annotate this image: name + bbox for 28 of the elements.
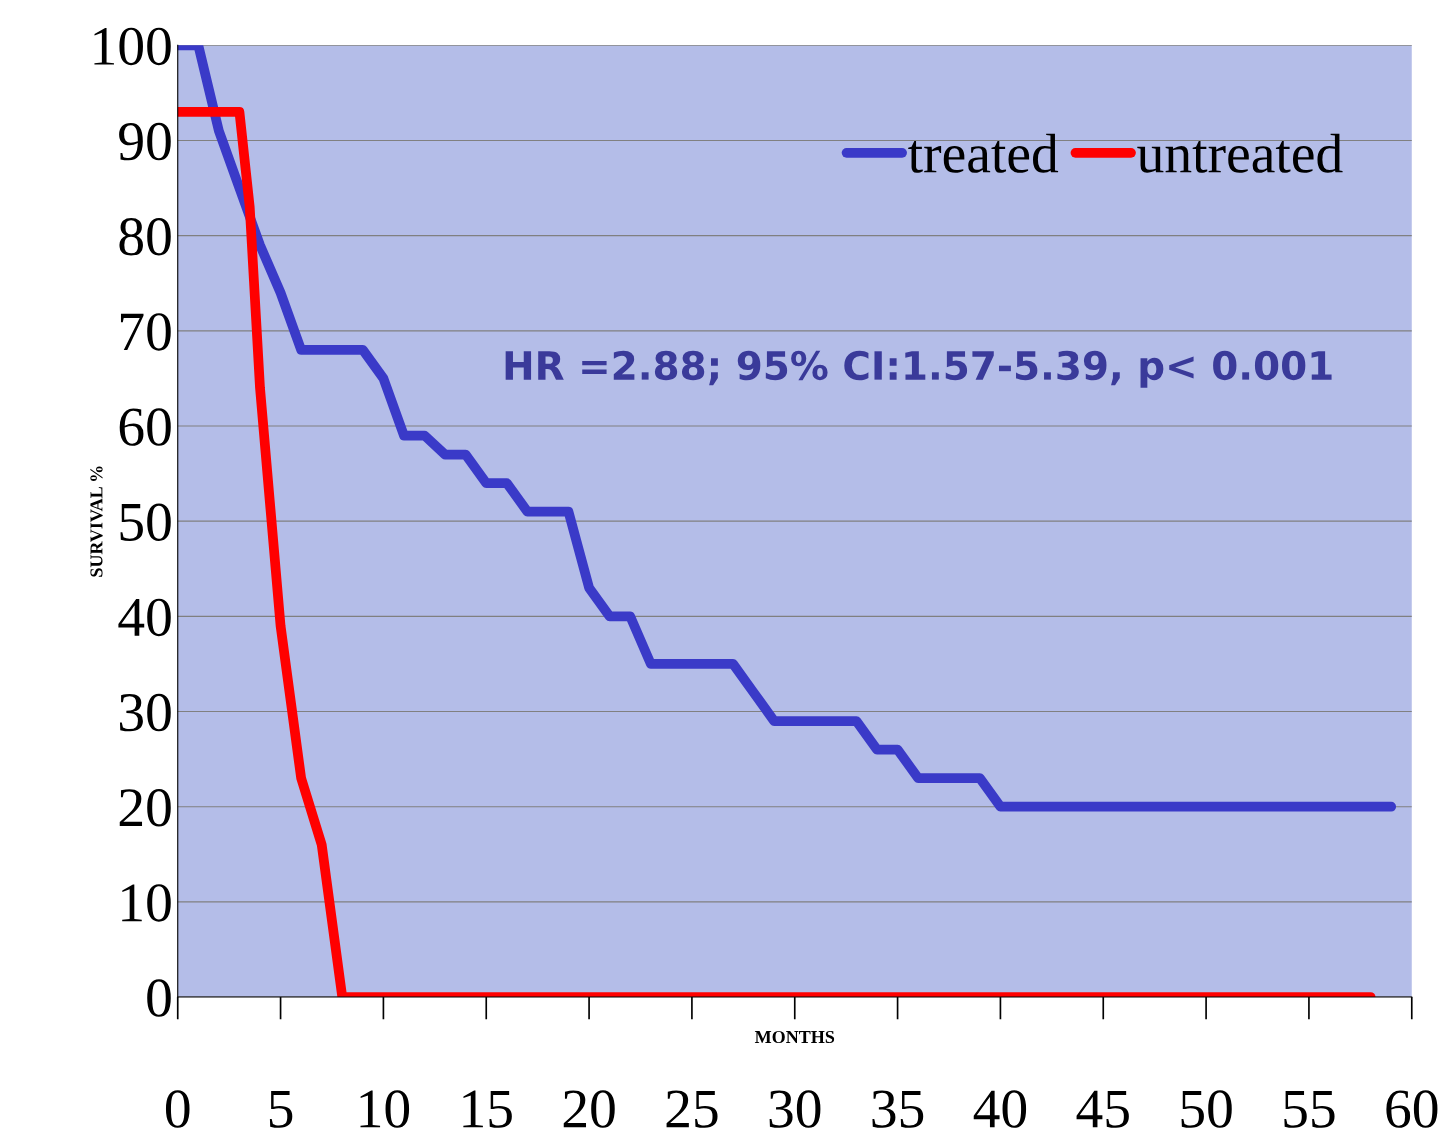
annotation: HR =2.88; 95% CI:1.57-5.39, p< 0.001 (505, 350, 1332, 388)
x-tick-label: 5 (269, 1090, 293, 1128)
y-tick-label: 60 (119, 408, 171, 446)
x-tick-label: 50 (1181, 1090, 1232, 1128)
y-tick-label: 20 (119, 789, 171, 827)
x-tick-label: 10 (360, 1090, 410, 1128)
x-tick-label: 55 (1284, 1090, 1335, 1128)
y-axis-title: SURVIVAL % (90, 466, 103, 577)
y-tick-label: 10 (122, 884, 171, 922)
x-tick-label: 30 (769, 1090, 821, 1128)
x-tick-label: 60 (1386, 1090, 1438, 1128)
y-tick-label: 90 (119, 122, 171, 161)
x-axis-title: MONTHS (754, 1030, 835, 1044)
y-tick-label: 70 (120, 313, 171, 351)
y-tick-label: 40 (118, 598, 171, 637)
y-tick-label: 50 (120, 503, 171, 541)
y-tick-label: 100 (94, 27, 171, 66)
x-tick-label: 20 (563, 1090, 615, 1128)
x-tick-label: 40 (973, 1090, 1027, 1128)
x-tick-label: 15 (463, 1090, 512, 1128)
y-tick-label: 0 (147, 979, 171, 1017)
legend-label: untreated (1137, 133, 1343, 173)
legend-label: treated (908, 133, 1059, 173)
x-tick-label: 25 (666, 1090, 718, 1128)
x-tick-label: 35 (872, 1090, 924, 1128)
y-tick-label: 30 (119, 693, 171, 732)
x-tick-label: 45 (1076, 1090, 1129, 1128)
y-tick-label: 80 (119, 217, 171, 256)
